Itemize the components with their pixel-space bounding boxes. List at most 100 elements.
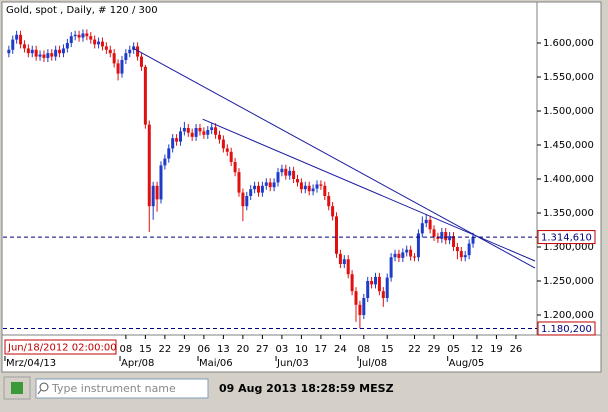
candle-body [112, 53, 116, 64]
clock: 09 Aug 2013 18:28:59 MESZ [219, 382, 394, 395]
candle-body [22, 44, 26, 49]
search-input[interactable] [35, 378, 209, 399]
candle-body [229, 151, 233, 162]
x-tick-label: 03 [276, 344, 289, 355]
candle-body [342, 259, 346, 265]
candle-body [81, 33, 85, 38]
x-tick-label: 22 [159, 344, 172, 355]
candle-body [42, 54, 46, 58]
candle-body [97, 41, 101, 45]
candle-body [38, 54, 42, 57]
y-tick-label: 1.600,000 [543, 38, 594, 49]
candle-body [409, 249, 413, 257]
x-tick-label: 10 [295, 344, 308, 355]
candle-body [358, 304, 362, 316]
x-tick-label: 22 [408, 344, 421, 355]
candle-body [315, 184, 319, 189]
candle-body [432, 229, 436, 237]
candle-body [221, 139, 225, 149]
candle-body [237, 172, 241, 193]
candle-body [260, 185, 264, 193]
candle-body [128, 49, 132, 54]
x-tick-label: 08 [120, 344, 133, 355]
candle-body [385, 277, 389, 299]
candle-body [366, 281, 370, 299]
x-tick-label: 20 [237, 344, 250, 355]
level-label: 1.180,200 [541, 324, 592, 335]
candle-body [89, 36, 93, 40]
candle-body [303, 185, 307, 190]
candle-body [413, 256, 417, 258]
x-tick-label: 29 [178, 344, 191, 355]
candle-body [338, 253, 342, 265]
x-tick-label: 13 [217, 344, 230, 355]
chart-title: Gold, spot , Daily, # 120 / 300 [6, 5, 158, 16]
x-tick-label: 19 [490, 344, 503, 355]
candle-body [276, 172, 280, 183]
candle-body [256, 185, 260, 193]
candle-body [381, 291, 385, 299]
month-label: Mrz/04/13 [6, 358, 56, 369]
candle-body [452, 236, 456, 248]
candle-body [241, 192, 245, 207]
candle-body [198, 127, 202, 132]
candle-body [249, 189, 253, 196]
candle-body [93, 39, 97, 45]
candle-body [370, 281, 374, 285]
x-tick-label: 06 [198, 344, 211, 355]
month-label: Jun/03 [276, 358, 309, 369]
candle-body [284, 168, 288, 176]
candle-body [194, 127, 198, 137]
level-box [537, 230, 596, 245]
candle-body [377, 276, 381, 292]
candle-body [397, 253, 401, 258]
candle-body [175, 138, 179, 142]
candle-body [393, 253, 397, 258]
candle-body [73, 34, 77, 37]
candle-body [444, 232, 448, 241]
candle-body [323, 185, 327, 196]
candle-body [143, 66, 147, 125]
candle-body [124, 53, 128, 60]
candle-body [167, 148, 171, 159]
candle-body [389, 257, 393, 278]
level-label: 1.314,610 [541, 233, 592, 244]
candle-body [288, 170, 292, 176]
candle-body [280, 168, 284, 173]
x-tick-label: 26 [510, 344, 523, 355]
candle-body [136, 46, 140, 57]
x-tick-label: 27 [256, 344, 269, 355]
candle-body [65, 42, 69, 49]
candle-body [147, 124, 151, 207]
candle-body [19, 34, 23, 45]
candle-body [405, 249, 409, 253]
menu-icon [11, 382, 23, 394]
candle-body [202, 131, 206, 135]
candle-body [159, 165, 163, 200]
month-label: Mai/06 [199, 358, 233, 369]
candle-body [182, 127, 186, 132]
candle-body [420, 223, 424, 234]
candle-body [206, 130, 210, 135]
candle-body [11, 39, 15, 50]
candle-body [7, 49, 11, 54]
y-tick-label: 1.250,000 [543, 276, 594, 287]
candle-body [311, 188, 315, 192]
y-tick-label: 1.550,000 [543, 72, 594, 83]
candle-body [100, 41, 104, 47]
candle-body [471, 237, 475, 244]
y-tick-label: 1.300,000 [543, 242, 594, 253]
search-icon [39, 382, 49, 392]
candle-body [307, 185, 311, 192]
candle-body [264, 182, 268, 186]
candle-body [15, 34, 19, 40]
candle-body [319, 184, 323, 186]
candle-body [116, 63, 120, 74]
candle-body [299, 182, 303, 190]
candle-body [50, 53, 54, 57]
candle-body [77, 34, 81, 38]
candle-body [104, 46, 108, 50]
y-tick-label: 1.500,000 [543, 106, 594, 117]
candle-body [46, 53, 50, 58]
candle-body [186, 127, 190, 133]
